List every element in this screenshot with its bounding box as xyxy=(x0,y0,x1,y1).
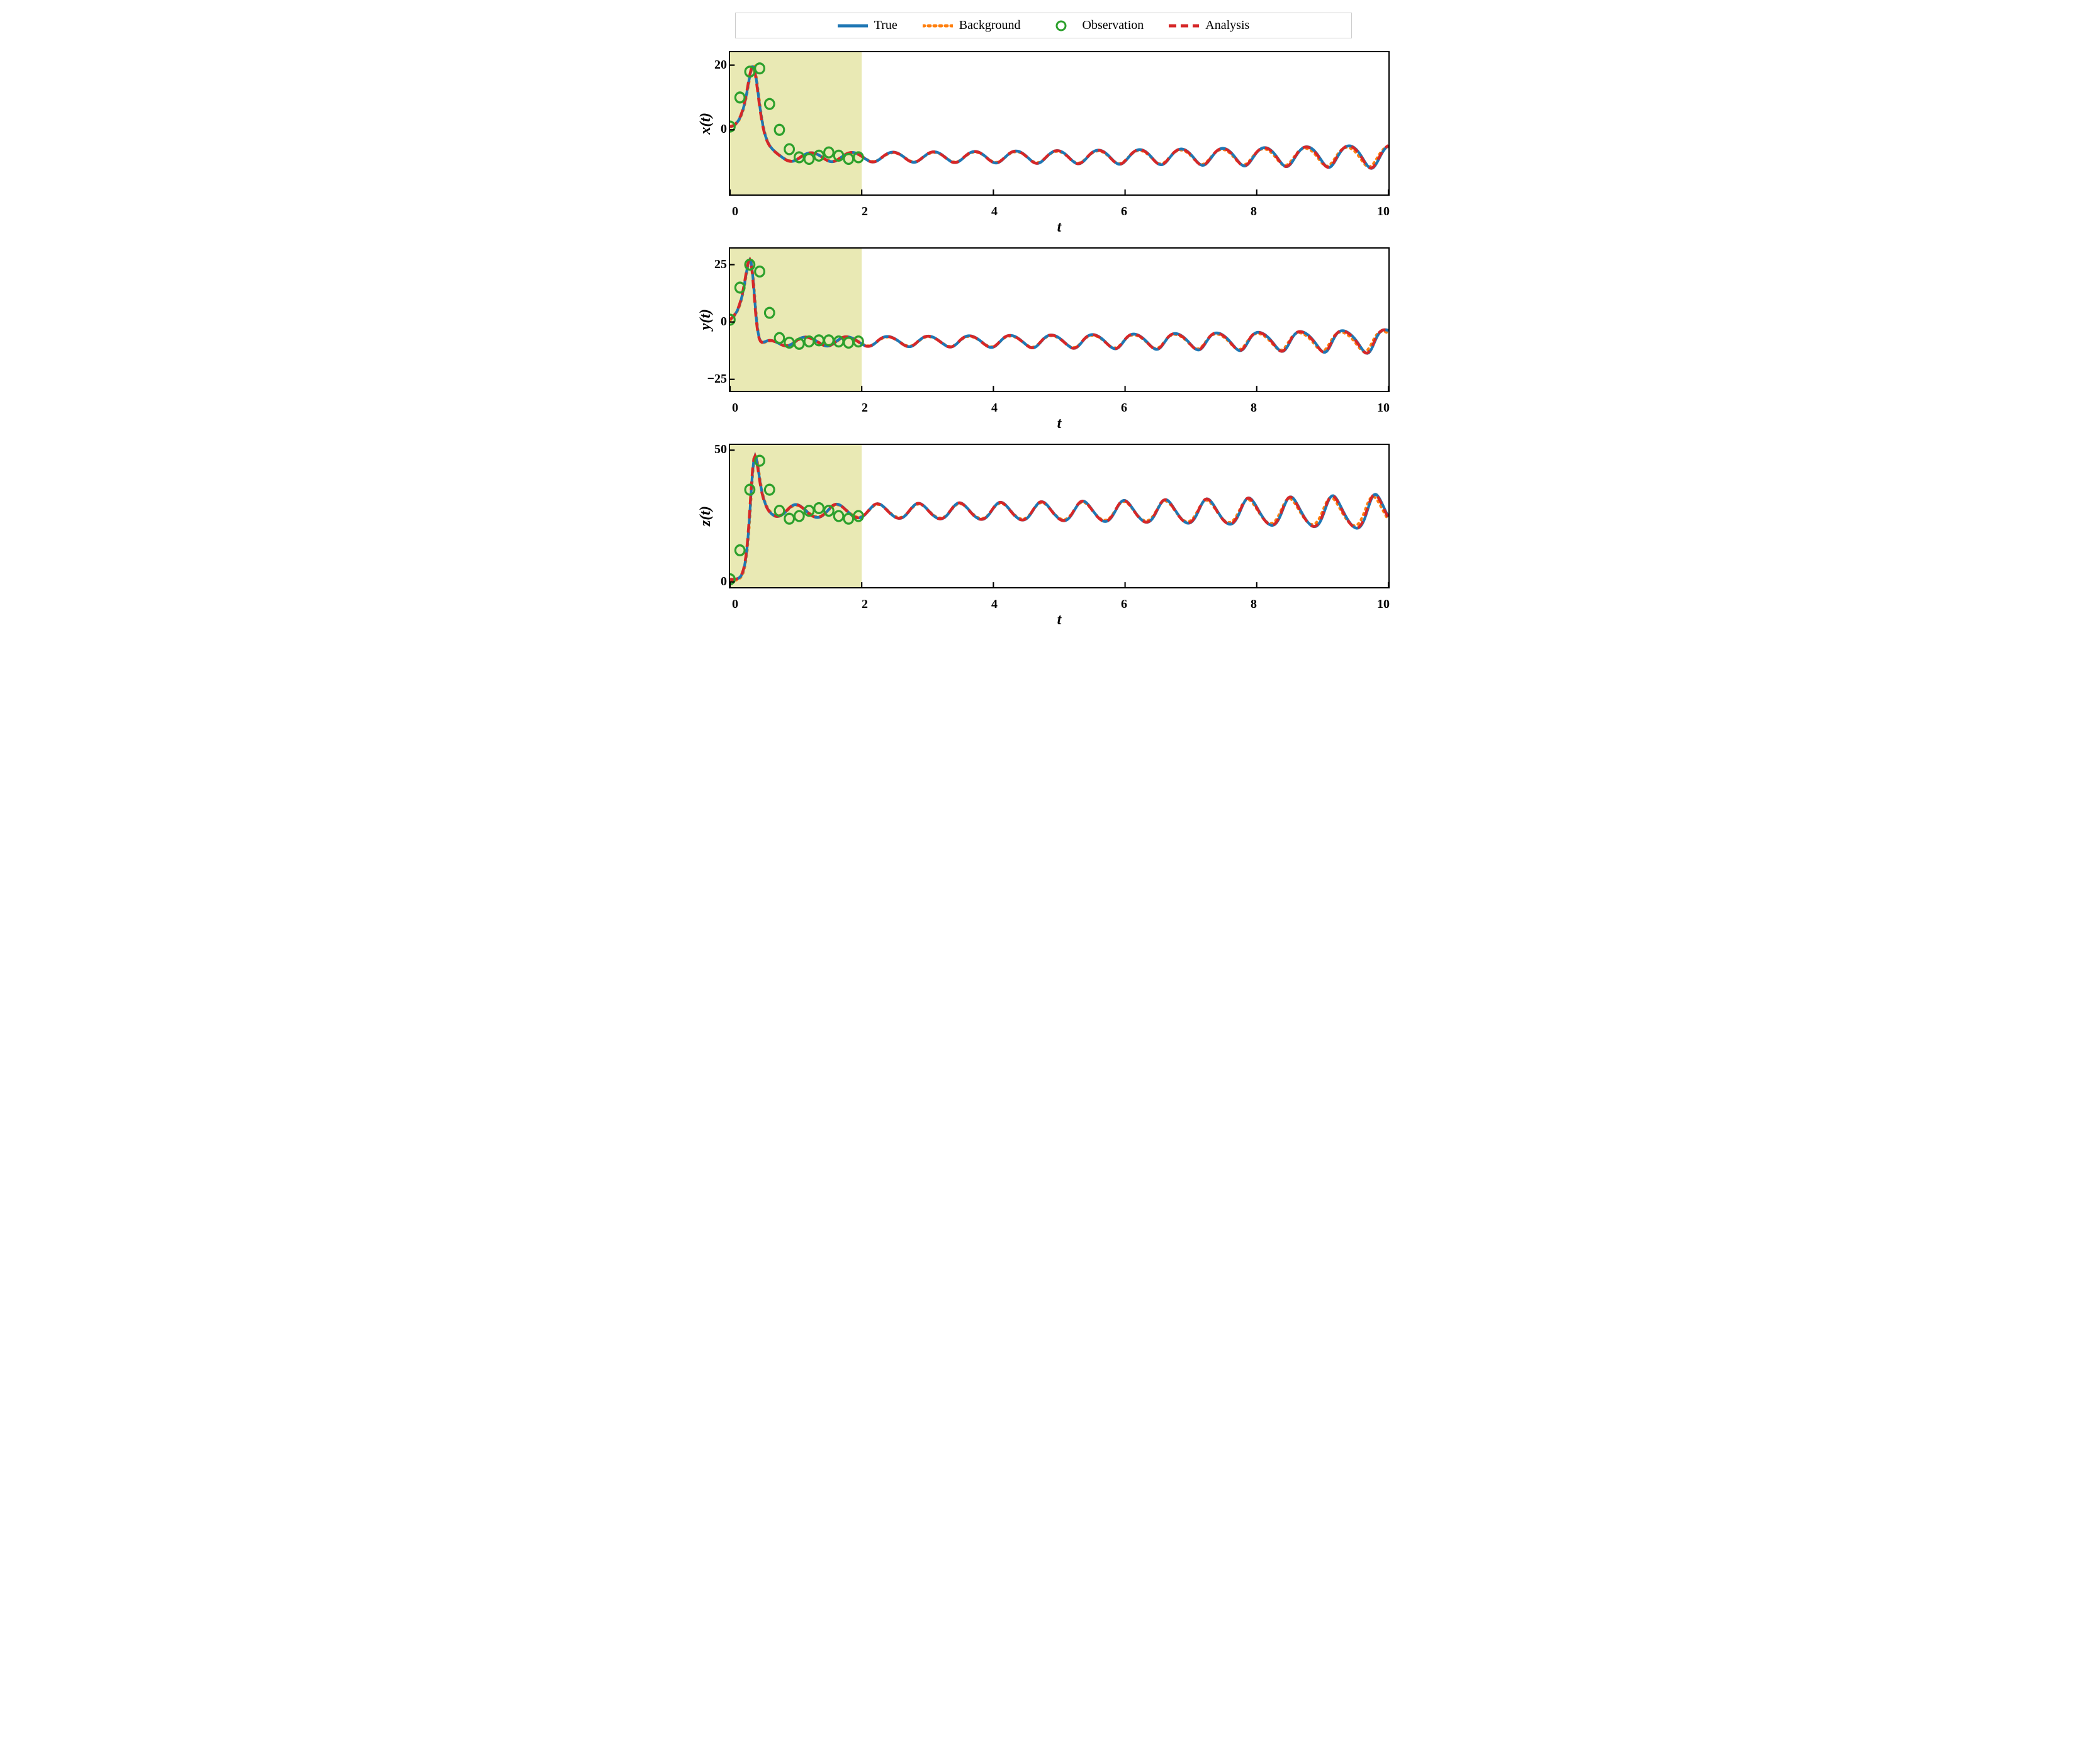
ytick-label: 25 xyxy=(714,257,727,272)
xtick-label: 0 xyxy=(729,597,741,612)
xtick-labels: 0 2 4 6 8 10 xyxy=(729,202,1390,219)
legend-item-true: True xyxy=(838,18,897,33)
xtick-label: 6 xyxy=(1118,401,1130,415)
plot-area: −25025 xyxy=(729,247,1390,392)
panel-0: x(t) 020 xyxy=(697,51,1390,196)
panel-1: y(t) −25025 xyxy=(697,247,1390,392)
ytick-label: 0 xyxy=(721,122,727,137)
xlabel: t xyxy=(729,612,1390,629)
xlabel: t xyxy=(729,415,1390,432)
legend-label-analysis: Analysis xyxy=(1205,18,1249,33)
plot-area: 050 xyxy=(729,444,1390,588)
xtick-label: 2 xyxy=(858,205,871,219)
legend-label-observation: Observation xyxy=(1083,18,1144,33)
legend-swatch-true xyxy=(838,20,868,32)
xtick-label: 10 xyxy=(1377,597,1390,612)
xlabel: t xyxy=(729,219,1390,236)
ytick-label: −25 xyxy=(707,372,727,386)
ytick-label: 50 xyxy=(714,442,727,457)
xtick-label: 2 xyxy=(858,401,871,415)
ytick-label: 0 xyxy=(721,315,727,329)
xtick-label: 6 xyxy=(1118,597,1130,612)
figure: True Background Observation Analysis x(t… xyxy=(697,13,1390,629)
plot-svg xyxy=(730,249,1388,391)
legend-label-background: Background xyxy=(959,18,1021,33)
xtick-label: 8 xyxy=(1247,597,1260,612)
xtick-label: 10 xyxy=(1377,205,1390,219)
legend-swatch-observation xyxy=(1046,20,1076,32)
legend-item-analysis: Analysis xyxy=(1169,18,1249,33)
xtick-label: 10 xyxy=(1377,401,1390,415)
panels-container: x(t) 020 0246810 t y(t) −2502 xyxy=(697,51,1390,629)
xtick-label: 8 xyxy=(1247,401,1260,415)
xtick-label: 0 xyxy=(729,205,741,219)
xtick-label: 8 xyxy=(1247,205,1260,219)
legend-item-observation: Observation xyxy=(1046,18,1144,33)
xtick-label: 4 xyxy=(988,205,1001,219)
xtick-label: 4 xyxy=(988,401,1001,415)
legend-label-true: True xyxy=(874,18,897,33)
legend-swatch-background xyxy=(923,20,953,32)
legend-item-background: Background xyxy=(923,18,1021,33)
panel-2: z(t) 050 xyxy=(697,444,1390,588)
plot-area: 020 xyxy=(729,51,1390,196)
xtick-labels: 0 2 4 6 8 10 xyxy=(729,595,1390,612)
ytick-label: 20 xyxy=(714,58,727,72)
xtick-label: 4 xyxy=(988,597,1001,612)
xtick-label: 6 xyxy=(1118,205,1130,219)
legend-swatch-analysis xyxy=(1169,20,1199,32)
plot-svg xyxy=(730,52,1388,194)
ytick-labels: 0 50 xyxy=(692,445,727,587)
xtick-label: 2 xyxy=(858,597,871,612)
xtick-label: 0 xyxy=(729,401,741,415)
plot-svg xyxy=(730,445,1388,587)
ytick-labels: 0 20 xyxy=(692,52,727,194)
legend: True Background Observation Analysis xyxy=(735,13,1352,38)
ytick-labels: −25 0 25 xyxy=(692,249,727,391)
ytick-label: 0 xyxy=(721,575,727,589)
xtick-labels: 0 2 4 6 8 10 xyxy=(729,398,1390,415)
